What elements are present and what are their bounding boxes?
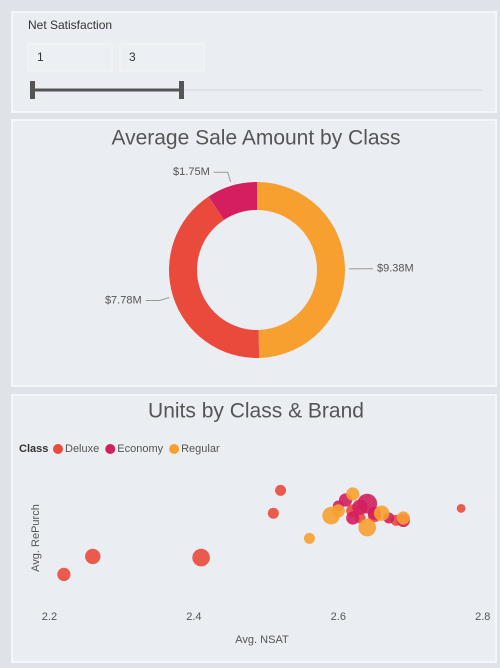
data-label: $1.75M: [173, 166, 210, 178]
leader-line: [145, 296, 170, 301]
scatter-point: [352, 499, 368, 515]
donut-slice: [257, 182, 346, 358]
x-tick-label: 2.2: [42, 611, 57, 623]
donut-slice: [208, 182, 257, 220]
x-axis-label: Avg. NSAT: [235, 634, 289, 646]
scatter-point: [396, 511, 410, 525]
x-tick-label: 2.8: [475, 611, 490, 623]
scatter-point: [331, 504, 345, 518]
data-label: $9.38M: [377, 263, 414, 275]
scatter-point: [346, 487, 360, 501]
legend-marker: [53, 444, 63, 454]
min-value[interactable]: 1: [37, 50, 44, 64]
legend-marker: [169, 444, 180, 454]
max-input[interactable]: [119, 43, 205, 72]
scatter-point: [358, 518, 377, 537]
scatter-point: [192, 548, 210, 567]
chart-title: Units by Class & Brand: [148, 400, 364, 423]
slider-handle[interactable]: [30, 81, 35, 99]
scatter-point: [373, 505, 390, 521]
chart-title: Average Sale Amount by Class: [111, 127, 400, 150]
min-input[interactable]: [27, 43, 113, 72]
scatter-point: [57, 567, 71, 582]
scatter-point: [275, 484, 287, 496]
scatter-point: [85, 548, 101, 565]
legend-marker: [105, 444, 116, 454]
slicer-title: Net Satisfaction: [28, 18, 112, 32]
scatter-point: [456, 504, 466, 513]
x-tick-label: 2.6: [331, 611, 346, 623]
legend-label: Economy: [117, 443, 163, 455]
max-value[interactable]: 3: [129, 50, 136, 64]
legend-label: Deluxe: [65, 443, 99, 455]
legend-label: Regular: [181, 443, 220, 455]
scatter-point: [267, 507, 279, 519]
slider-handle[interactable]: [179, 81, 184, 99]
data-label: $7.78M: [105, 294, 142, 306]
x-tick-label: 2.4: [186, 611, 201, 623]
scatter-point: [303, 532, 315, 544]
y-axis-label: Avg. RePurch: [30, 504, 42, 572]
legend-title: Class: [19, 443, 48, 455]
leader-line: [213, 171, 232, 183]
donut-slice: [169, 196, 260, 359]
scatter-point: [346, 511, 360, 525]
scatter-panel: [11, 394, 497, 663]
